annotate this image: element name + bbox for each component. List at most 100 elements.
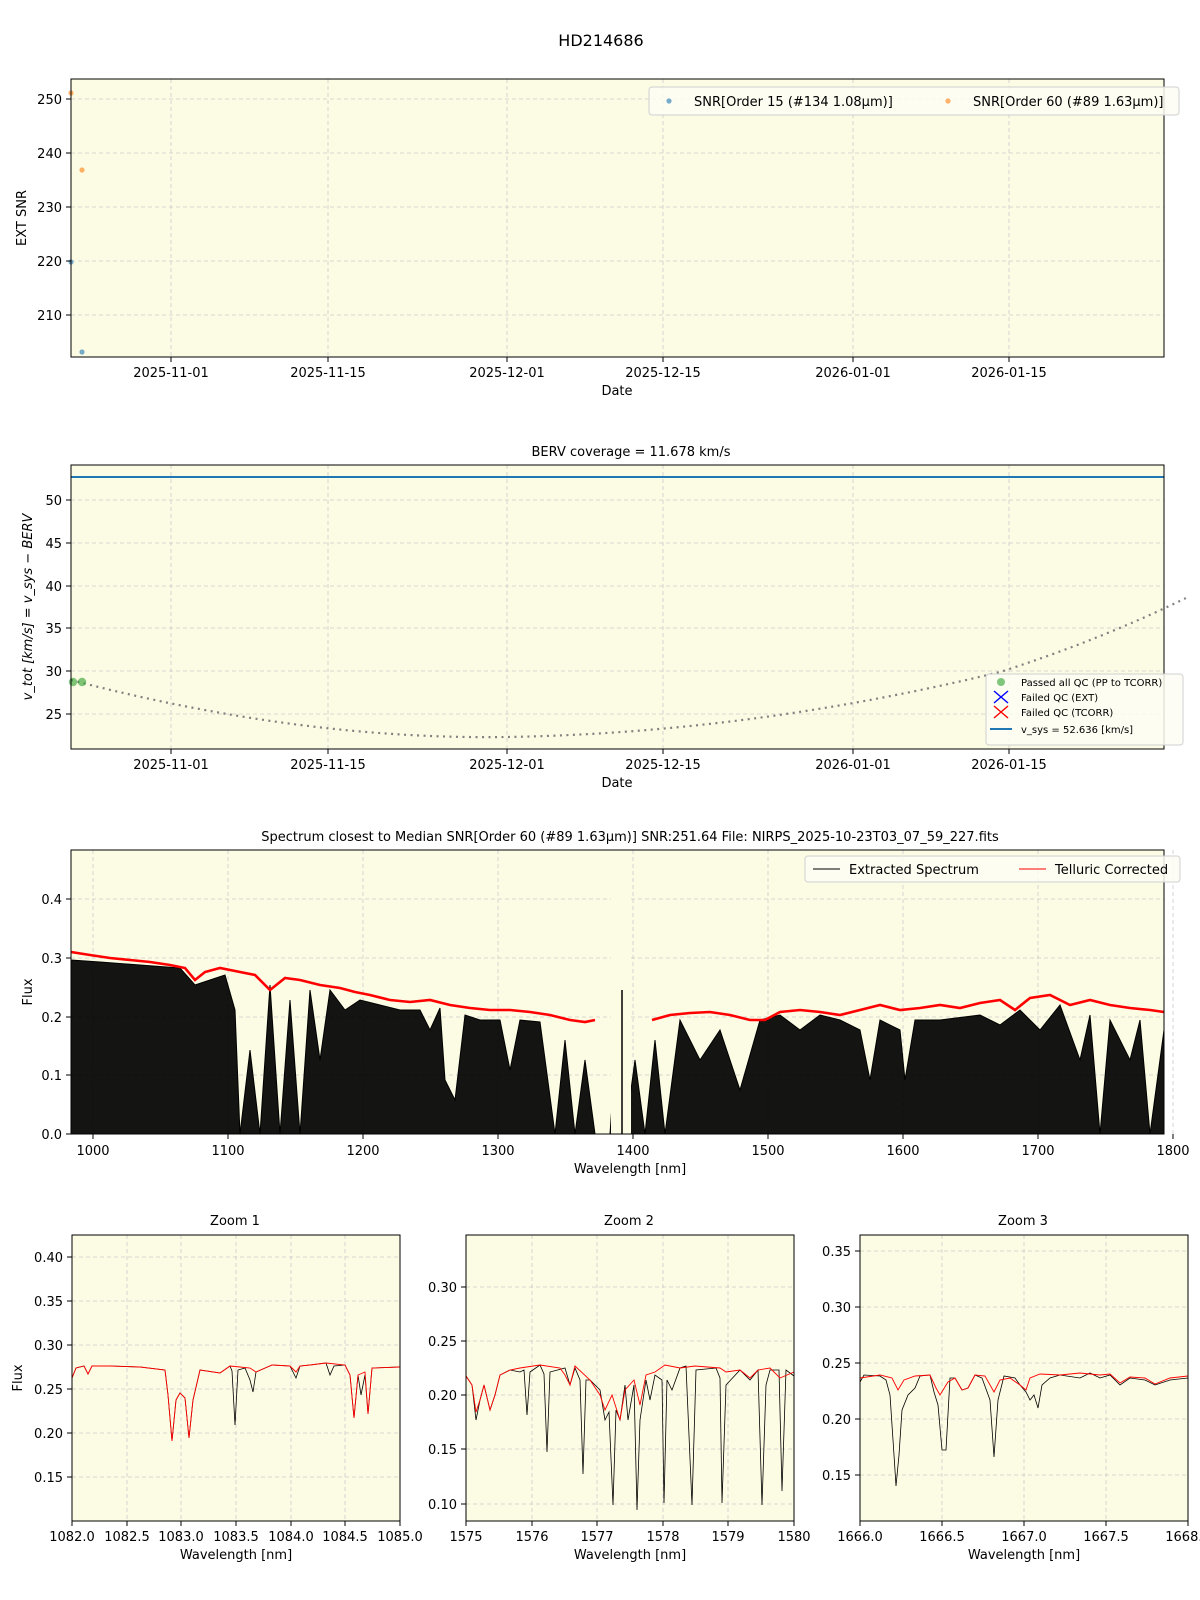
svg-text:0.25: 0.25 <box>822 1357 851 1372</box>
svg-text:2025-11-01: 2025-11-01 <box>133 366 209 381</box>
zoom3-telluric-line <box>859 1372 1189 1396</box>
legend-label-order15: SNR[Order 15 (#134 1.08μm)] <box>694 95 893 110</box>
svg-text:Failed QC (EXT): Failed QC (EXT) <box>1021 693 1098 704</box>
svg-text:Telluric Corrected: Telluric Corrected <box>1054 863 1168 878</box>
svg-text:0.35: 0.35 <box>34 1295 63 1310</box>
svg-text:1300: 1300 <box>481 1144 514 1159</box>
berv-x-axis: 2025-11-01 2025-11-15 2025-12-01 2025-12… <box>133 749 1047 791</box>
spectrum-panel: Spectrum closest to Median SNR[Order 60 … <box>21 830 1190 1177</box>
svg-text:Passed all QC (PP to TCORR): Passed all QC (PP to TCORR) <box>1021 678 1162 689</box>
zoom1-telluric-line <box>71 1362 401 1442</box>
svg-text:0.20: 0.20 <box>34 1427 63 1442</box>
snr-y-axis: 210 220 230 240 250 EXT SNR <box>15 93 71 324</box>
snr-legend: SNR[Order 15 (#134 1.08μm)] SNR[Order 60… <box>648 86 1180 116</box>
svg-text:1084.0: 1084.0 <box>268 1530 314 1545</box>
svg-text:50: 50 <box>45 494 62 509</box>
svg-text:1700: 1700 <box>1021 1144 1054 1159</box>
svg-text:0.35: 0.35 <box>822 1245 851 1260</box>
snr-x-label: Date <box>601 384 632 399</box>
snr-panel: 210 220 230 240 250 EXT SNR 2025-11-01 2… <box>15 78 1180 399</box>
snr-y-label: EXT SNR <box>15 190 30 246</box>
svg-text:1576: 1576 <box>515 1530 548 1545</box>
svg-text:1667.5: 1667.5 <box>1083 1530 1129 1545</box>
zoom2-telluric-line <box>465 1364 795 1421</box>
svg-text:1084.5: 1084.5 <box>322 1530 368 1545</box>
svg-text:0.1: 0.1 <box>41 1069 62 1084</box>
spectrum-title: Spectrum closest to Median SNR[Order 60 … <box>261 830 999 845</box>
svg-text:2025-11-15: 2025-11-15 <box>290 366 366 381</box>
berv-legend: Passed all QC (PP to TCORR) Failed QC (E… <box>985 673 1184 746</box>
berv-grid <box>71 465 1164 749</box>
figure-title: HD214686 <box>558 31 643 50</box>
svg-text:2026-01-15: 2026-01-15 <box>971 366 1047 381</box>
legend-label-order60: SNR[Order 60 (#89 1.63μm)] <box>973 95 1164 110</box>
zoom2-panel: Zoom 2 0.10 0.15 0.20 0.25 0.30 <box>428 1214 811 1563</box>
svg-text:2025-11-15: 2025-11-15 <box>290 758 366 773</box>
telluric-corrected-line <box>70 950 596 1024</box>
svg-text:0.0: 0.0 <box>41 1128 62 1143</box>
passed-qc-point <box>77 677 87 687</box>
svg-text:1579: 1579 <box>711 1530 744 1545</box>
svg-text:0.30: 0.30 <box>822 1301 851 1316</box>
svg-text:0.10: 0.10 <box>428 1498 457 1513</box>
svg-text:1575: 1575 <box>449 1530 482 1545</box>
svg-text:1500: 1500 <box>751 1144 784 1159</box>
svg-text:0.3: 0.3 <box>41 952 62 967</box>
svg-text:2025-12-01: 2025-12-01 <box>469 758 545 773</box>
svg-text:2026-01-01: 2026-01-01 <box>815 366 891 381</box>
svg-text:1667.0: 1667.0 <box>1001 1530 1047 1545</box>
svg-text:1578: 1578 <box>646 1530 679 1545</box>
svg-text:1577: 1577 <box>580 1530 613 1545</box>
svg-text:2025-12-15: 2025-12-15 <box>625 366 701 381</box>
svg-text:Zoom 2: Zoom 2 <box>604 1214 654 1229</box>
svg-text:1666.0: 1666.0 <box>837 1530 883 1545</box>
svg-text:210: 210 <box>37 309 62 324</box>
svg-text:1083.5: 1083.5 <box>213 1530 259 1545</box>
svg-text:30: 30 <box>45 665 62 680</box>
snr-grid <box>71 79 1164 357</box>
svg-text:1200: 1200 <box>346 1144 379 1159</box>
svg-text:2025-12-15: 2025-12-15 <box>625 758 701 773</box>
svg-text:1400: 1400 <box>616 1144 649 1159</box>
svg-text:25: 25 <box>45 708 62 723</box>
svg-text:0.15: 0.15 <box>428 1443 457 1458</box>
svg-text:35: 35 <box>45 622 62 637</box>
svg-text:1000: 1000 <box>76 1144 109 1159</box>
svg-text:1666.5: 1666.5 <box>919 1530 965 1545</box>
svg-text:2025-11-01: 2025-11-01 <box>133 758 209 773</box>
legend-failed-tcorr-icon <box>993 705 1009 719</box>
svg-text:0.4: 0.4 <box>41 893 62 908</box>
svg-text:1100: 1100 <box>211 1144 244 1159</box>
spectrum-y-label: Flux <box>21 978 36 1005</box>
spectrum-x-axis: 1000 1100 1200 1300 1400 1500 1600 1700 … <box>76 1134 1190 1177</box>
zoom1-panel: Zoom 1 0.15 0.20 0.25 <box>11 1214 423 1563</box>
svg-text:0.25: 0.25 <box>34 1383 63 1398</box>
svg-text:0.30: 0.30 <box>34 1339 63 1354</box>
svg-text:240: 240 <box>37 147 62 162</box>
snr-x-axis: 2025-11-01 2025-11-15 2025-12-01 2025-12… <box>133 357 1047 399</box>
legend-marker-order60 <box>945 98 951 104</box>
svg-text:v_sys = 52.636 [km/s]: v_sys = 52.636 [km/s] <box>1021 725 1133 736</box>
svg-text:250: 250 <box>37 93 62 108</box>
svg-text:0.40: 0.40 <box>34 1251 63 1266</box>
legend-passed-icon <box>997 678 1005 686</box>
svg-text:40: 40 <box>45 580 62 595</box>
svg-text:0.20: 0.20 <box>822 1413 851 1428</box>
svg-text:2025-12-01: 2025-12-01 <box>469 366 545 381</box>
passed-qc-point <box>68 677 78 687</box>
svg-text:0.15: 0.15 <box>822 1469 851 1484</box>
svg-text:Failed QC (TCORR): Failed QC (TCORR) <box>1021 708 1113 719</box>
svg-text:1082.5: 1082.5 <box>104 1530 150 1545</box>
berv-panel: BERV coverage = 11.678 km/s <box>21 445 1187 791</box>
svg-text:1580: 1580 <box>777 1530 810 1545</box>
berv-y-label: v_tot [km/s] = v_sys − BERV <box>21 513 36 701</box>
svg-text:1083.0: 1083.0 <box>158 1530 204 1545</box>
svg-text:0.30: 0.30 <box>428 1281 457 1296</box>
spectrum-legend: Extracted Spectrum Telluric Corrected <box>804 855 1181 883</box>
svg-text:1085.0: 1085.0 <box>377 1530 423 1545</box>
svg-text:0.20: 0.20 <box>428 1389 457 1404</box>
svg-text:2026-01-01: 2026-01-01 <box>815 758 891 773</box>
svg-text:1668.0: 1668.0 <box>1165 1530 1200 1545</box>
svg-text:Wavelength [nm]: Wavelength [nm] <box>968 1548 1080 1563</box>
